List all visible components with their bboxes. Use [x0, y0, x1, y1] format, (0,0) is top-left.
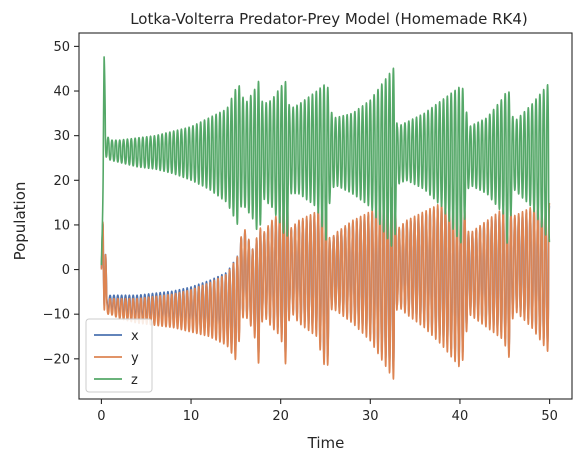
legend-label-x: x	[131, 329, 139, 344]
x-tick-label: 30	[362, 409, 379, 424]
x-axis-label: Time	[307, 434, 345, 452]
y-tick-label: −20	[43, 352, 70, 367]
legend-label-z: z	[131, 373, 138, 388]
y-tick-label: 40	[53, 85, 70, 100]
x-tick-label: 50	[541, 409, 558, 424]
x-tick-label: 0	[97, 409, 105, 424]
x-tick-label: 10	[183, 409, 200, 424]
plot-frame	[78, 32, 573, 400]
legend-box	[85, 318, 153, 393]
y-tick-label: 30	[53, 129, 70, 144]
x-tick-label: 40	[452, 409, 469, 424]
legend: xyz	[85, 318, 153, 393]
y-axis-label: Population	[11, 182, 29, 261]
y-tick-label: 0	[62, 263, 70, 278]
y-tick-label: 10	[53, 218, 70, 233]
y-tick-label: −10	[43, 308, 70, 323]
y-tick-label: 20	[53, 174, 70, 189]
x-tick-label: 20	[272, 409, 289, 424]
legend-label-y: y	[131, 351, 139, 366]
series-line-z	[100, 56, 551, 266]
y-tick-label: 50	[53, 40, 70, 55]
chart-title: Lotka-Volterra Predator-Prey Model (Home…	[130, 10, 528, 28]
